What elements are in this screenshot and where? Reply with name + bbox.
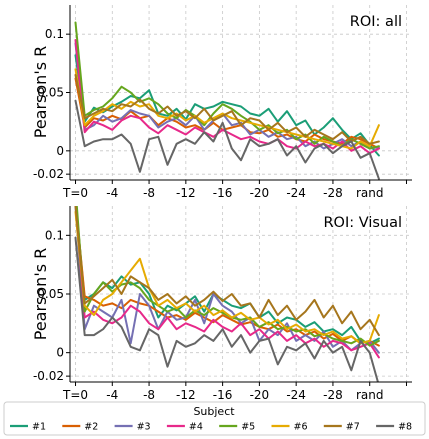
series-line-7 bbox=[74, 206, 380, 337]
series-lines bbox=[74, 206, 380, 382]
series-line-1 bbox=[74, 54, 380, 157]
x-tick-label: -8 bbox=[143, 388, 155, 402]
x-tick-label: -4 bbox=[106, 388, 118, 402]
legend-entry-1: #1 bbox=[10, 422, 46, 433]
roi-annotation: ROI: all bbox=[350, 14, 402, 30]
series-line-4 bbox=[74, 206, 380, 359]
x-tick-label: -24 bbox=[286, 388, 306, 402]
x-tick-label: T=0 bbox=[62, 388, 88, 402]
grid bbox=[70, 206, 412, 382]
legend: Subject #1 #2 #3 #4 #5 #6 #7 #8 bbox=[3, 401, 426, 436]
x-tick-label: -16 bbox=[213, 388, 233, 402]
x-tick-label: -12 bbox=[176, 388, 196, 402]
legend-label: #3 bbox=[137, 422, 151, 433]
series-lines bbox=[74, 21, 380, 180]
legend-entry-6: #6 bbox=[271, 422, 308, 433]
series-line-3 bbox=[74, 206, 380, 354]
x-tick-label: -20 bbox=[250, 388, 270, 402]
y-tick-label: 0 bbox=[56, 144, 64, 158]
legend-label: #4 bbox=[189, 422, 203, 433]
x-tick-label: -20 bbox=[250, 186, 270, 200]
legend-entry-5: #5 bbox=[219, 422, 255, 433]
grid bbox=[70, 5, 412, 180]
x-tick-label: -12 bbox=[176, 186, 196, 200]
series-line-5 bbox=[75, 206, 380, 347]
y-tick-label: 0 bbox=[56, 346, 64, 360]
roi-annotation: ROI: Visual bbox=[323, 215, 402, 231]
x-tick-label: -8 bbox=[143, 186, 155, 200]
y-axis-label: Pearson's R bbox=[31, 248, 50, 341]
x-tick-label: -16 bbox=[213, 186, 233, 200]
y-tick-label: 0.1 bbox=[45, 228, 64, 242]
legend-title: Subject bbox=[193, 405, 235, 418]
legend-entry-3: #3 bbox=[114, 422, 151, 433]
panel-roi-all: T=0 -4 -8 -12 -16 -20 -24 -28 rand -0.02 0 0.05 0.1 P… bbox=[31, 5, 412, 200]
y-tick-label: 0.1 bbox=[45, 27, 64, 41]
y-tick-label: 0.05 bbox=[37, 287, 64, 301]
panel-roi-visual: T=0 -4 -8 -12 -16 -20 -24 -28 rand -0.02 0 0.05 0.1 P… bbox=[31, 206, 412, 402]
legend-label: #5 bbox=[241, 422, 255, 433]
series-line-4 bbox=[74, 39, 380, 155]
y-tick-label: -0.02 bbox=[33, 369, 64, 383]
series-line-1 bbox=[75, 206, 380, 345]
legend-label: #8 bbox=[398, 422, 412, 433]
series-line-6 bbox=[74, 210, 380, 345]
legend-entry-7: #7 bbox=[323, 422, 360, 433]
series-line-8 bbox=[74, 99, 380, 180]
legend-label: #7 bbox=[346, 422, 360, 433]
x-tick-label: rand bbox=[356, 186, 384, 200]
x-tick-label: -28 bbox=[323, 388, 343, 402]
x-tick-label: T=0 bbox=[62, 186, 88, 200]
legend-entry-8: #8 bbox=[376, 422, 412, 433]
legend-label: #1 bbox=[32, 422, 46, 433]
x-tick-label: -4 bbox=[106, 186, 118, 200]
x-tick-label: rand bbox=[356, 388, 384, 402]
y-tick-label: -0.02 bbox=[33, 167, 64, 181]
legend-frame bbox=[3, 401, 426, 436]
x-tick-label: -28 bbox=[323, 186, 343, 200]
y-axis-label: Pearson's R bbox=[31, 46, 50, 139]
series-line-8 bbox=[74, 236, 379, 382]
legend-entry-4: #4 bbox=[166, 422, 203, 433]
x-tick-label: -24 bbox=[286, 186, 306, 200]
legend-entry-2: #2 bbox=[62, 422, 98, 433]
series-line-7 bbox=[74, 74, 380, 145]
legend-label: #6 bbox=[294, 422, 308, 433]
y-tick-label: 0.05 bbox=[37, 86, 64, 100]
series-line-5 bbox=[74, 21, 380, 150]
legend-label: #2 bbox=[84, 422, 98, 433]
